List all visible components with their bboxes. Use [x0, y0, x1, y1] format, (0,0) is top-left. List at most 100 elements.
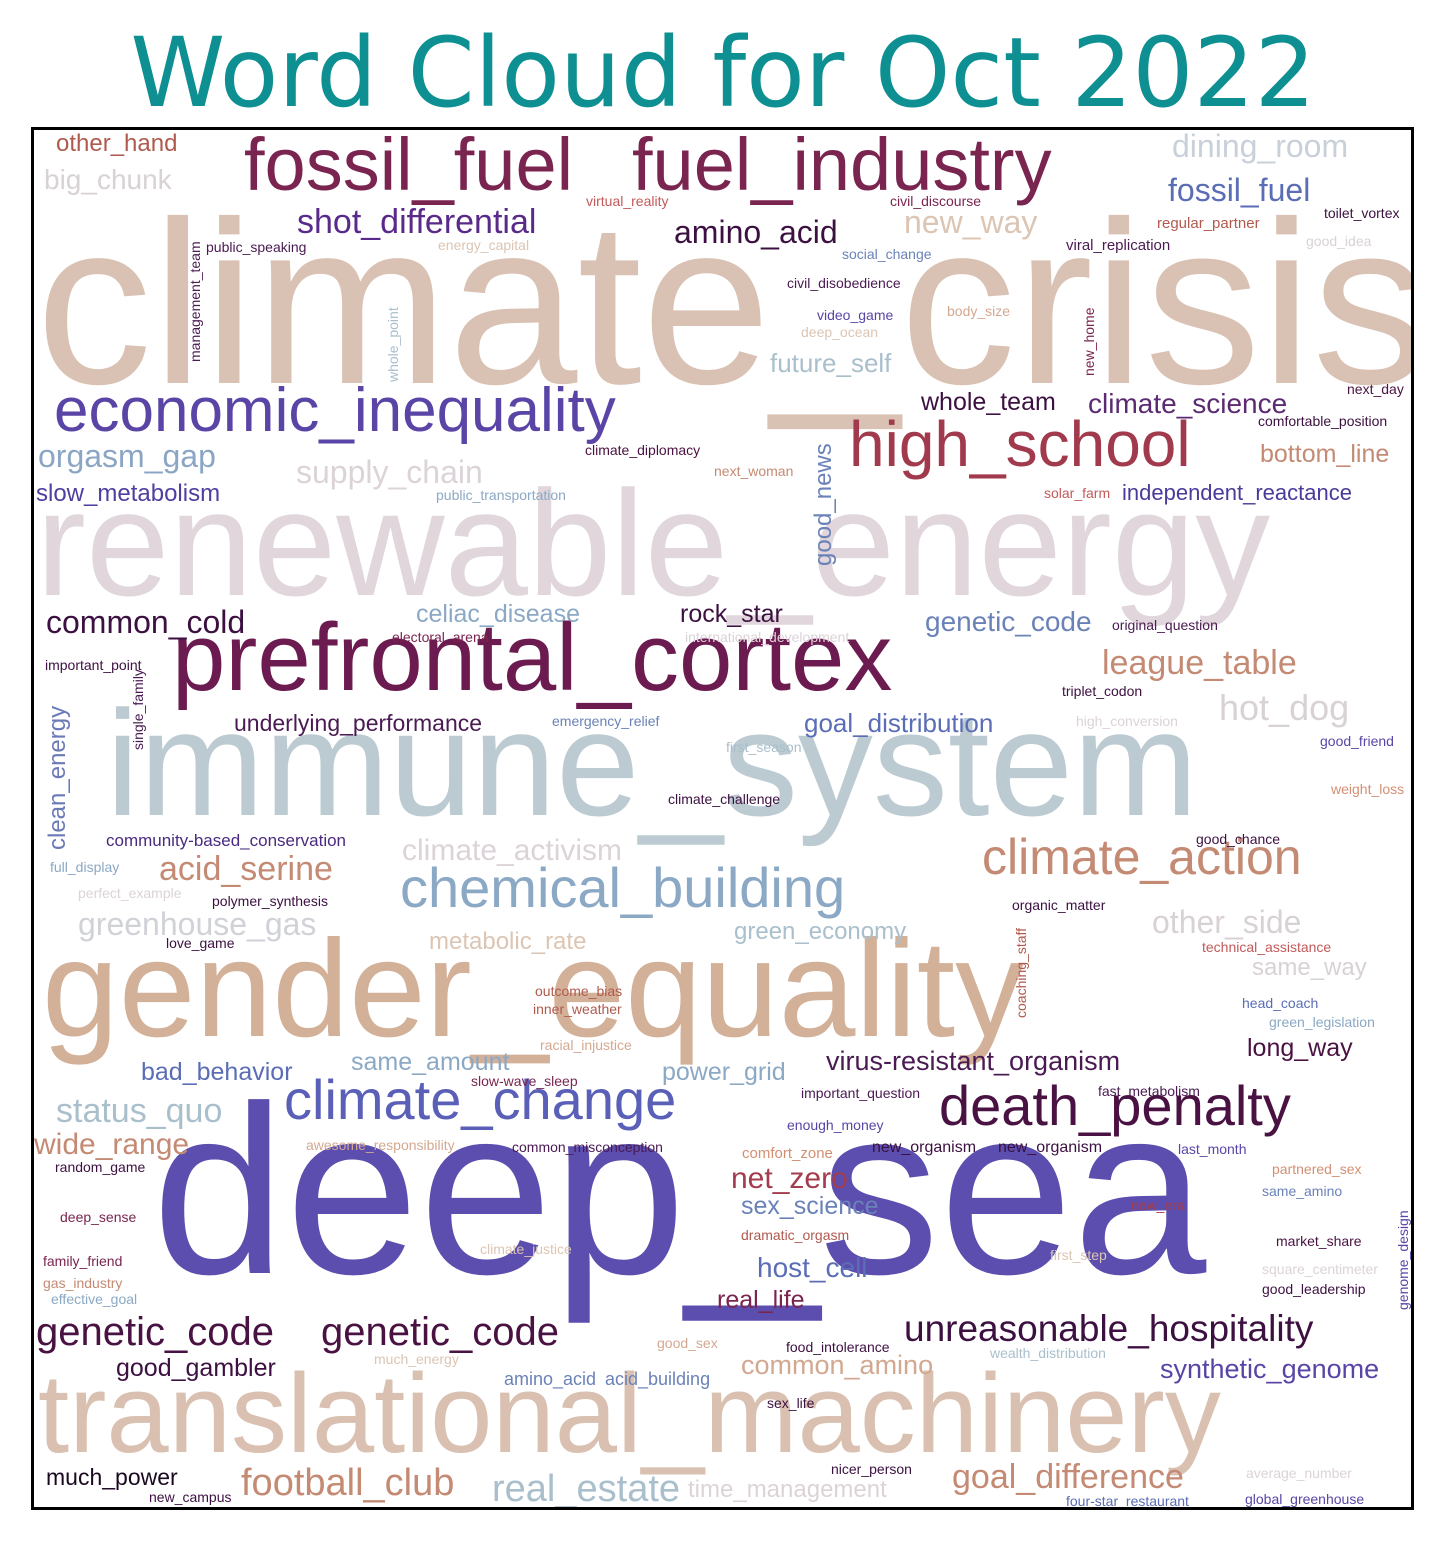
- word-triplet-codon: triplet_codon: [1062, 683, 1143, 699]
- word-community-based-conservation: community-based_conservation: [106, 831, 347, 850]
- word-sex-life: sex_life: [767, 1395, 815, 1411]
- chart-title: Word Cloud for Oct 2022: [130, 17, 1316, 129]
- word-emergency-relief: emergency_relief: [552, 713, 660, 729]
- word-good-chance: good_chance: [1196, 831, 1281, 847]
- word-fuel-industry: fuel_industry: [632, 127, 1052, 206]
- word-first-step: first_step: [1050, 1247, 1107, 1263]
- word-civil-disobedience: civil_disobedience: [787, 275, 901, 291]
- word-awesome-responsibility: awesome_responsibility: [306, 1137, 455, 1153]
- word-four-star-restaurant: four-star_restaurant: [1066, 1493, 1189, 1509]
- word-comfortable-position: comfortable_position: [1258, 413, 1388, 429]
- word-new-era: new_era: [1131, 1197, 1185, 1213]
- word-energy-capital: energy_capital: [438, 237, 530, 253]
- word-polymer-synthesis: polymer_synthesis: [212, 893, 328, 909]
- word-amino-acid: amino_acid: [504, 1369, 597, 1389]
- word-wide-range: wide_range: [34, 1128, 190, 1161]
- word-inner-weather: inner_weather: [533, 1001, 622, 1017]
- word-whole-team: whole_team: [921, 388, 1056, 416]
- word-partnered-sex: partnered_sex: [1272, 1161, 1362, 1177]
- word-outcome-bias: outcome_bias: [535, 983, 623, 999]
- word-climate-crisis: climate_crisis: [36, 174, 1414, 433]
- word-slow-metabolism: slow_metabolism: [36, 480, 221, 507]
- word-deep-sense: deep_sense: [60, 1209, 137, 1225]
- word-important-point: important_point: [45, 657, 142, 673]
- word-common-amino: common_amino: [741, 1350, 934, 1380]
- word-cloud-frame: climate_crisis renewable_energy immune_sys…: [31, 127, 1414, 1510]
- word-new-campus: new_campus: [149, 1489, 232, 1505]
- word-new-organism: new_organism: [998, 1139, 1103, 1156]
- word-much-power: much_power: [46, 1464, 178, 1490]
- word-high-conversion: high_conversion: [1076, 713, 1178, 729]
- word-solar-farm: solar_farm: [1044, 485, 1111, 501]
- word-video-game: video_game: [817, 307, 894, 323]
- word-supply-chain: supply_chain: [296, 454, 483, 490]
- word-climate-activism: climate_activism: [402, 834, 623, 867]
- word-chemical-building: chemical_building: [400, 856, 846, 919]
- word-wealth-distribution: wealth_distribution: [990, 1345, 1106, 1361]
- word-sex-science: sex_science: [741, 1192, 879, 1220]
- word-same-way: same_way: [1252, 954, 1367, 981]
- word-random-game: random_game: [55, 1159, 146, 1175]
- word-toilet-vortex: toilet_vortex: [1324, 205, 1400, 221]
- word-amino-acid: amino_acid: [674, 214, 838, 250]
- word-long-way: long_way: [1247, 1034, 1353, 1062]
- word-clean-energy: clean_energy: [44, 705, 71, 850]
- word-big-chunk: big_chunk: [44, 164, 172, 195]
- word-economic-inequality: economic_inequality: [54, 376, 616, 445]
- word-technical-assistance: technical_assistance: [1202, 939, 1332, 955]
- word-climate-science: climate_science: [1088, 388, 1288, 419]
- word-rock-star: rock_star: [680, 600, 783, 628]
- word-full-display: full_display: [50, 859, 120, 875]
- word-social-change: social_change: [842, 246, 932, 262]
- word-common-misconception: common_misconception: [512, 1139, 663, 1155]
- word-good-sex: good_sex: [657, 1335, 718, 1351]
- word-average-number: average_number: [1246, 1465, 1352, 1481]
- word-prefrontal-cortex: prefrontal_cortex: [172, 604, 893, 711]
- word-food-intolerance: food_intolerance: [786, 1339, 890, 1355]
- word-acid-serine: acid_serine: [159, 850, 333, 888]
- word-dramatic-orgasm: dramatic_orgasm: [741, 1227, 850, 1243]
- word-original-question: original_question: [1112, 617, 1218, 633]
- word-same-amino: same_amino: [1262, 1183, 1343, 1199]
- word-virus-resistant-organism: virus-resistant_organism: [826, 1046, 1121, 1076]
- word-regular-partner: regular_partner: [1157, 215, 1260, 232]
- word-new-organism: new_organism: [872, 1139, 977, 1156]
- word-other-hand: other_hand: [56, 130, 178, 157]
- word-hot-dog: hot_dog: [1219, 687, 1350, 728]
- word-deep-sea: deep_sea: [152, 1056, 1207, 1324]
- word-common-cold: common_cold: [46, 604, 246, 640]
- word-coaching-staff: coaching_staff: [1013, 927, 1029, 1018]
- word-international-development: international_development: [685, 629, 850, 645]
- word-body-size: body_size: [947, 303, 1011, 319]
- word-genome-design: genome_design: [1395, 1210, 1411, 1310]
- word-greenhouse-gas: greenhouse_gas: [78, 906, 317, 942]
- word-civil-discourse: civil_discourse: [890, 193, 982, 209]
- word-shot-differential: shot_differential: [297, 203, 537, 241]
- word-high-school: high_school: [849, 408, 1191, 480]
- word-real-estate: real_estate: [492, 1468, 681, 1510]
- word-climate-challenge: climate_challenge: [668, 791, 781, 807]
- word-climate-action: climate_action: [982, 829, 1302, 885]
- word-much-energy: much_energy: [374, 1351, 459, 1367]
- word-same-amount: same_amount: [351, 1048, 510, 1076]
- word-power-grid: power_grid: [662, 1058, 786, 1086]
- word-genetic-code: genetic_code: [321, 1310, 559, 1354]
- word-real-life: real_life: [717, 1286, 805, 1314]
- word-public-transportation: public_transportation: [436, 487, 566, 503]
- word-celiac-disease: celiac_disease: [416, 600, 580, 628]
- word-bottom-line: bottom_line: [1260, 440, 1390, 468]
- word-football-club: football_club: [241, 1462, 455, 1504]
- word-future-self: future_self: [770, 348, 892, 378]
- word-racial-injustice: racial_injustice: [540, 1037, 632, 1053]
- word-bad-behavior: bad_behavior: [141, 1058, 293, 1086]
- word-green-economy: green_economy: [734, 918, 907, 945]
- word-gender-equality: gender_equality: [42, 912, 1025, 1066]
- word-good-idea: good_idea: [1306, 233, 1372, 249]
- word-acid-building: acid_building: [605, 1369, 711, 1389]
- word-other-side: other_side: [1152, 904, 1302, 940]
- word-status-quo: status_quo: [56, 1092, 223, 1130]
- word-time-management: time_management: [688, 1476, 887, 1503]
- word-weight-loss: weight_loss: [1331, 781, 1405, 797]
- word-family-friend: family_friend: [43, 1253, 123, 1269]
- word-immune-system: immune_system: [106, 679, 1198, 847]
